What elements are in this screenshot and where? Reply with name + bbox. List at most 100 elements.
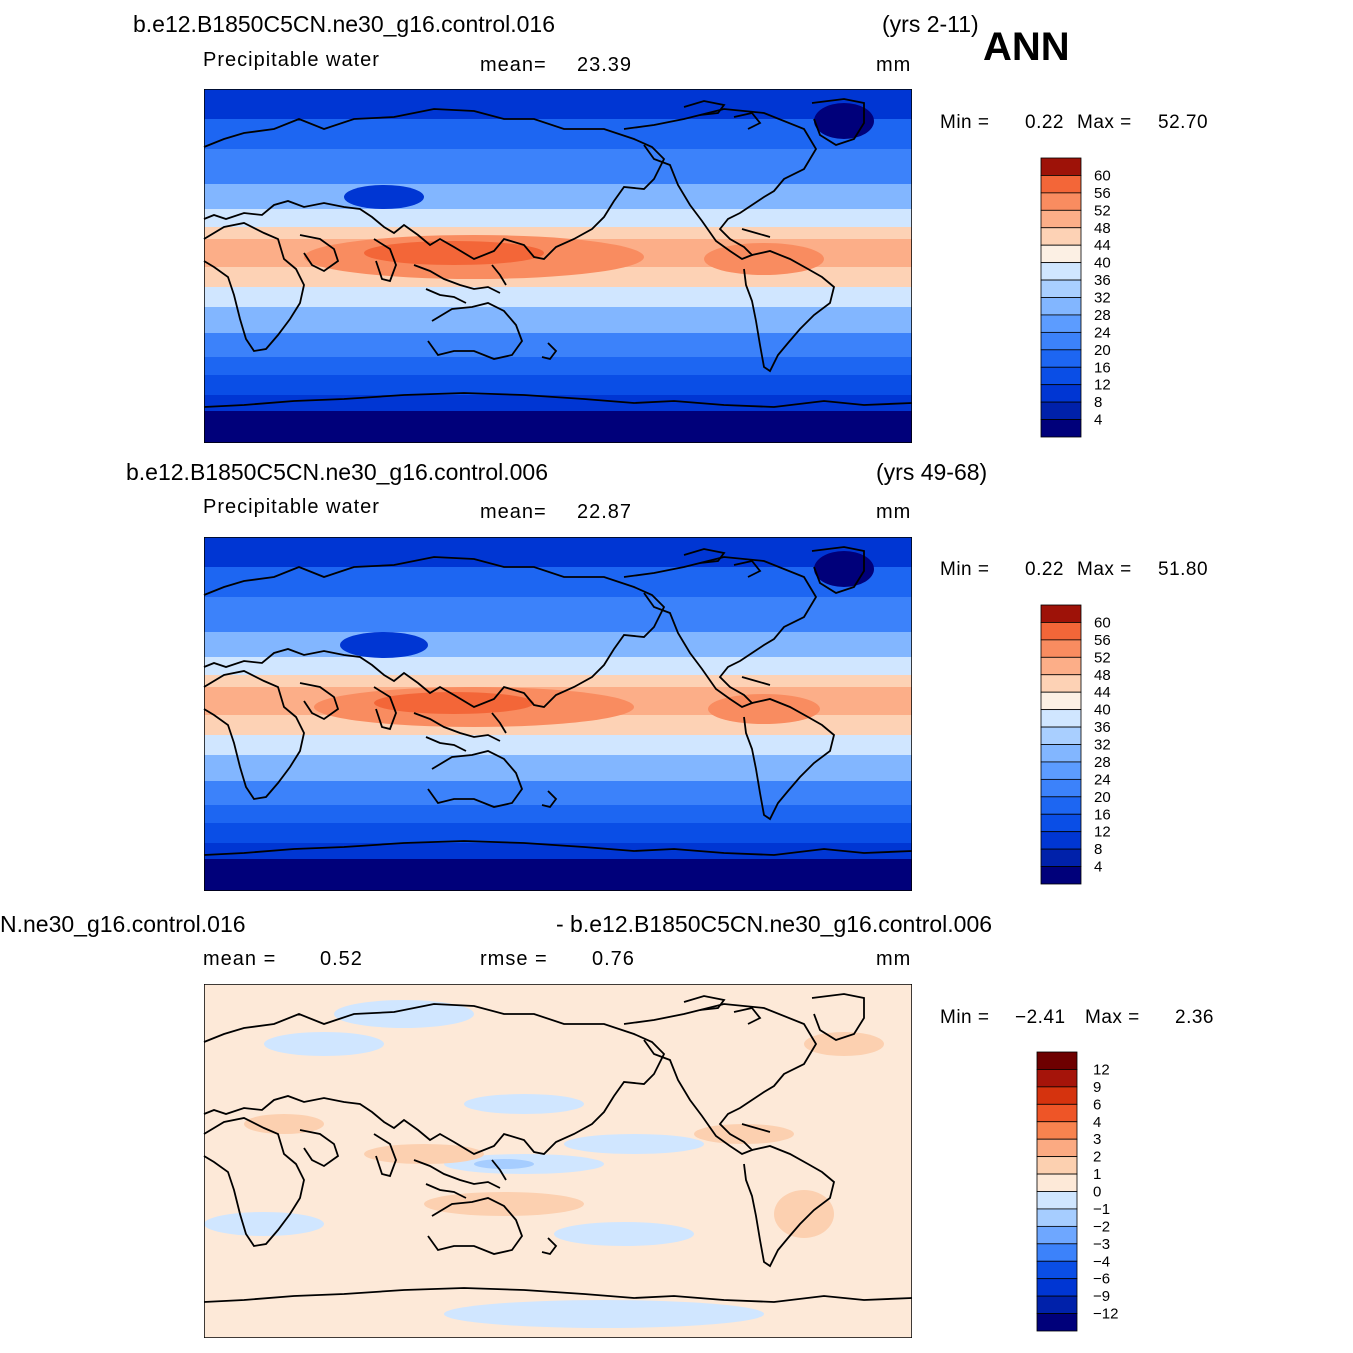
map-panel2 [203,537,913,891]
colorbar1-swatch [1040,209,1082,229]
colorbar2-tick-label: 36 [1094,719,1111,736]
panel1-min-label: Min = [940,112,990,133]
colorbar1-swatch [1040,297,1082,316]
panel1-mean-value: 23.39 [577,54,633,76]
colorbar3-swatch [1036,1103,1078,1123]
panel2-years: (yrs 49-68) [876,459,988,485]
panel3-mean-label: mean = [203,948,277,970]
panel3-case-right: - b.e12.B1850C5CN.ne30_g16.control.006 [556,911,993,937]
colorbar3-swatch [1036,1173,1078,1192]
panel3-units: mm [876,948,912,970]
colorbar1-tick-label: 40 [1094,255,1111,272]
panel2-max-value: 51.80 [1158,559,1209,580]
colorbar3-swatch [1036,1225,1078,1245]
colorbar2-swatch [1040,813,1082,833]
colorbar3-swatch [1036,1208,1078,1227]
colorbar1-tick-label: 44 [1094,237,1111,254]
colorbar1-tick-label: 36 [1094,272,1111,289]
colorbar1-swatch [1040,279,1082,298]
colorbar1-swatch [1040,349,1082,368]
colorbar2-swatch [1040,848,1082,867]
colorbar3-swatch [1036,1313,1078,1332]
colorbar1-tick-label: 24 [1094,324,1111,341]
colorbar1-tick-label: 48 [1094,220,1111,237]
colorbar3-tick-label: 1 [1093,1166,1101,1183]
panel3-case-left: N.ne30_g16.control.016 [0,911,246,937]
colorbar2-tick-label: 32 [1094,737,1111,754]
colorbar3-tick-label: −3 [1093,1236,1110,1253]
panel2-variable: Precipitable water [203,496,380,518]
colorbar3-tick-label: 9 [1093,1079,1101,1096]
panel2-units: mm [876,501,912,523]
colorbar2-tick-label: 52 [1094,649,1111,666]
colorbar1-tick-label: 4 [1094,412,1102,429]
colorbar1-tick-label: 60 [1094,167,1111,184]
colorbar1-swatch [1040,175,1082,194]
map-panel3-difference [203,984,913,1338]
panel2-max-label: Max = [1077,559,1132,580]
panel3-min-label: Min = [940,1007,990,1028]
colorbar2-tick-label: 60 [1094,614,1111,631]
colorbar1-tick-label: 52 [1094,202,1111,219]
colorbar1-swatch [1040,331,1082,351]
panel3-max-value: 2.36 [1175,1007,1214,1028]
colorbar2-swatch [1040,656,1082,676]
colorbar3-tick-label: 0 [1093,1184,1101,1201]
colorbar3-tick-label: −6 [1093,1271,1110,1288]
colorbar3-swatch [1036,1156,1078,1175]
colorbar2-tick-label: 12 [1094,824,1111,841]
colorbar1-tick-label: 20 [1094,342,1111,359]
panel3-rmse-value: 0.76 [592,948,635,970]
colorbar1-swatch [1040,244,1082,264]
colorbar3-swatch [1036,1051,1078,1070]
colorbar2-swatch [1040,639,1082,658]
colorbar3-tick-label: −12 [1093,1306,1118,1323]
colorbar1-tick-label: 12 [1094,377,1111,394]
colorbar1-swatch [1040,262,1082,281]
colorbar1-swatch [1040,314,1082,333]
colorbar1-tick-label: 32 [1094,290,1111,307]
panel3-max-label: Max = [1085,1007,1140,1028]
colorbar2-swatch [1040,622,1082,641]
colorbar3-swatch [1036,1086,1078,1105]
colorbar1-swatch [1040,419,1082,438]
colorbar1-swatch [1040,157,1082,176]
colorbar1-swatch [1040,384,1082,403]
colorbar2-swatch [1040,866,1082,885]
colorbar3-swatch [1036,1295,1078,1314]
colorbar3-tick-label: −1 [1093,1201,1110,1218]
colorbar3-swatch [1036,1121,1078,1140]
colorbar2-tick-label: 4 [1094,859,1102,876]
panel3-min-value: −2.41 [1015,1007,1066,1028]
colorbar1-tick-label: 28 [1094,307,1111,324]
panel1-units: mm [876,54,912,76]
colorbar2-tick-label: 20 [1094,789,1111,806]
panel2-min-label: Min = [940,559,990,580]
colorbar2-swatch [1040,726,1082,745]
panel1-years: (yrs 2-11) [882,11,979,37]
colorbar3-swatch [1036,1243,1078,1262]
colorbar3-swatch [1036,1260,1078,1280]
colorbar1-tick-label: 56 [1094,185,1111,202]
colorbar2-swatch [1040,761,1082,780]
panel1-mean-label: mean= [480,54,547,76]
colorbar2-tick-label: 8 [1094,841,1102,858]
colorbar2-tick-label: 48 [1094,667,1111,684]
panel1-min-value: 0.22 [1025,112,1064,133]
colorbar3-tick-label: −4 [1093,1253,1110,1270]
colorbar2-swatch [1040,691,1082,711]
panel1-case-title: b.e12.B1850C5CN.ne30_g16.control.016 [133,11,555,37]
colorbar3-tick-label: 4 [1093,1114,1101,1131]
colorbar3-tick-label: −2 [1093,1218,1110,1235]
colorbar2-tick-label: 40 [1094,702,1111,719]
colorbar1-swatch [1040,401,1082,420]
colorbar2-swatch [1040,604,1082,623]
colorbar1-swatch [1040,227,1082,246]
colorbar2-tick-label: 24 [1094,771,1111,788]
colorbar3-tick-label: −9 [1093,1288,1110,1305]
colorbar2-tick-label: 16 [1094,806,1111,823]
colorbar3-swatch [1036,1191,1078,1210]
colorbar3-tick-label: 6 [1093,1096,1101,1113]
